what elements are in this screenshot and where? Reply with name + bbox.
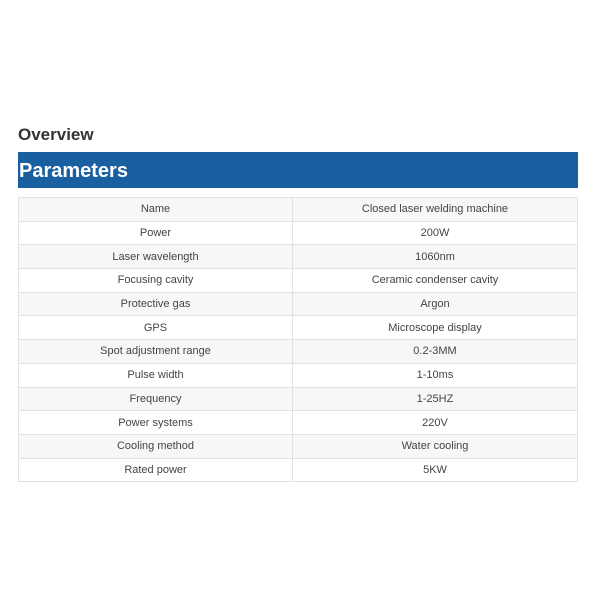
parameter-value: 0.2-3MM	[292, 339, 578, 364]
table-row: Focusing cavity Ceramic condenser cavity	[18, 268, 578, 293]
parameter-value: 1060nm	[292, 244, 578, 270]
parameters-banner: Parameters	[18, 152, 578, 188]
parameter-value: 1-10ms	[292, 362, 578, 388]
parameter-value: Microscope display	[292, 315, 578, 341]
table-row: Protective gas Argon	[18, 291, 578, 317]
parameter-label: Rated power	[18, 457, 293, 483]
parameter-label: Power systems	[18, 410, 293, 435]
parameter-label: Pulse width	[18, 362, 293, 388]
table-row: Spot adjustment range 0.2-3MM	[18, 339, 578, 364]
table-row: Pulse width 1-10ms	[18, 362, 578, 388]
parameter-value: 5KW	[292, 457, 578, 483]
parameter-label: Power	[18, 220, 293, 246]
parameter-value: 220V	[292, 410, 578, 435]
overview-heading: Overview	[18, 125, 94, 144]
parameter-label: Cooling method	[18, 433, 293, 459]
table-row: Frequency 1-25HZ	[18, 386, 578, 412]
table-row: Name Closed laser welding machine	[18, 197, 578, 222]
parameter-value: 1-25HZ	[292, 386, 578, 412]
parameter-label: Protective gas	[18, 291, 293, 317]
parameter-value: Argon	[292, 291, 578, 317]
parameter-value: Closed laser welding machine	[292, 197, 578, 222]
parameter-label: GPS	[18, 315, 293, 341]
table-row: Power systems 220V	[18, 410, 578, 435]
parameter-value: Water cooling	[292, 433, 578, 459]
table-row: Cooling method Water cooling	[18, 433, 578, 459]
table-row: Rated power 5KW	[18, 457, 578, 483]
parameter-label: Laser wavelength	[18, 244, 293, 270]
parameter-label: Spot adjustment range	[18, 339, 293, 364]
parameter-label: Frequency	[18, 386, 293, 412]
table-row: Laser wavelength 1060nm	[18, 244, 578, 270]
table-row: GPS Microscope display	[18, 315, 578, 341]
table-row: Power 200W	[18, 220, 578, 246]
parameter-label: Name	[18, 197, 293, 222]
parameter-value: Ceramic condenser cavity	[292, 268, 578, 293]
parameter-label: Focusing cavity	[18, 268, 293, 293]
parameters-table: Name Closed laser welding machine Power 200…	[18, 197, 578, 483]
parameter-value: 200W	[292, 220, 578, 246]
